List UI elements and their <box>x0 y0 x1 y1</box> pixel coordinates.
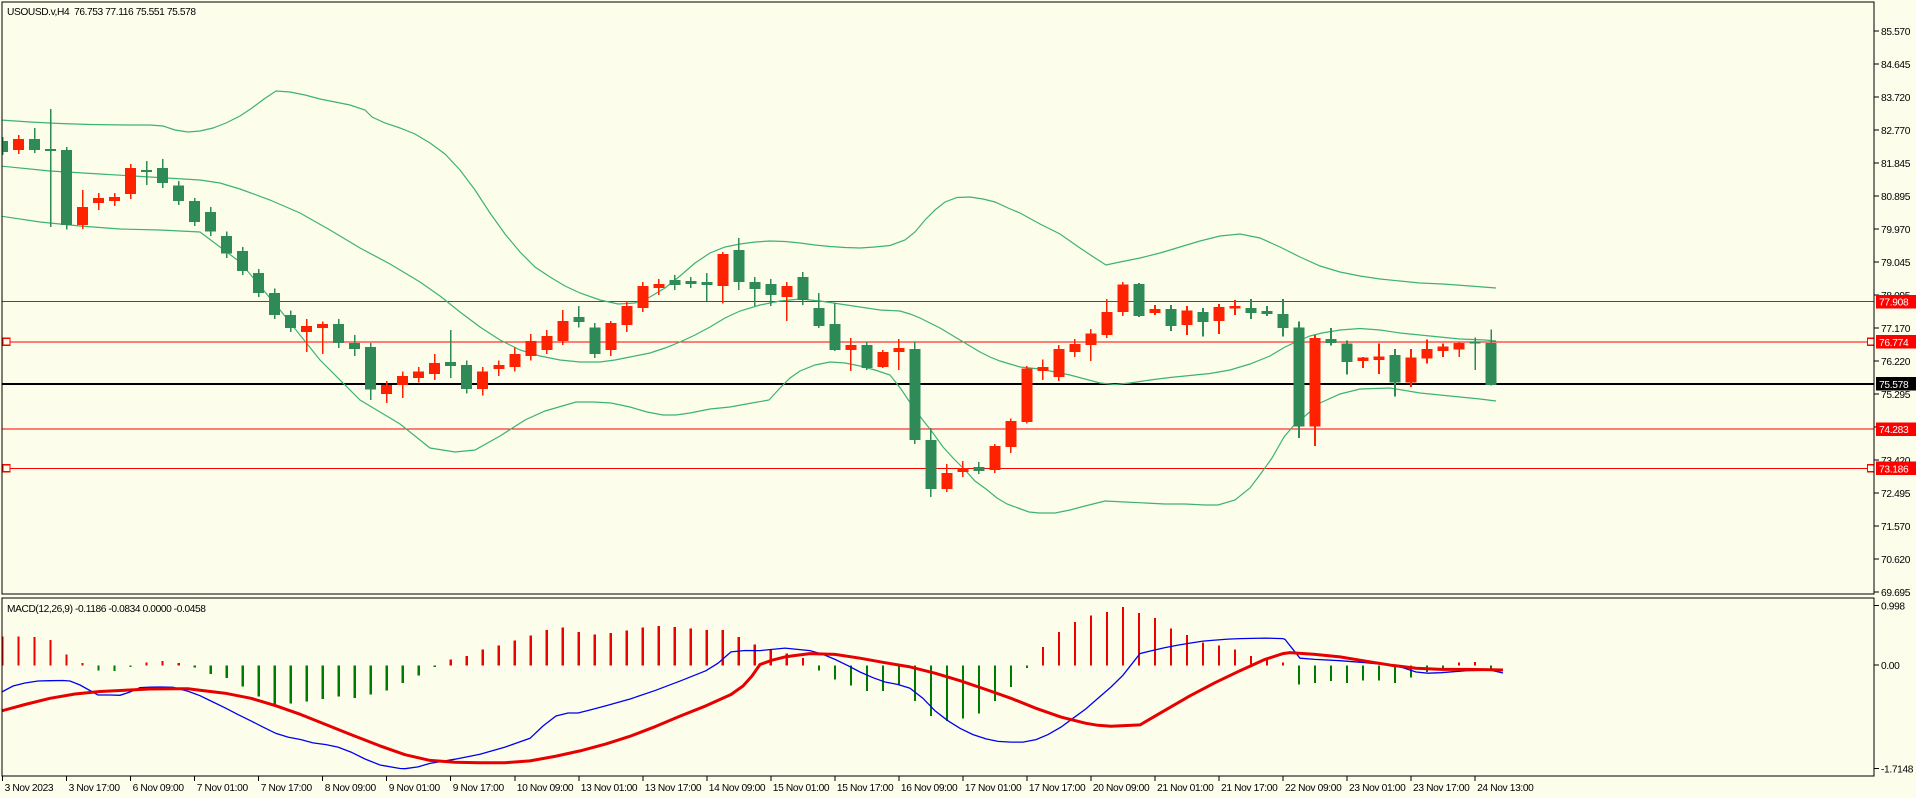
svg-text:77.908: 77.908 <box>1879 298 1909 309</box>
svg-text:85.570: 85.570 <box>1881 27 1911 38</box>
svg-text:USOUSD.v,H4 76.753 77.116 75.: USOUSD.v,H4 76.753 77.116 75.551 75.578 <box>7 7 196 18</box>
svg-text:3 Nov 2023: 3 Nov 2023 <box>5 783 54 794</box>
svg-text:21 Nov 01:00: 21 Nov 01:00 <box>1157 783 1214 794</box>
svg-text:79.970: 79.970 <box>1881 225 1911 236</box>
svg-text:3 Nov 17:00: 3 Nov 17:00 <box>69 783 121 794</box>
svg-text:80.895: 80.895 <box>1881 192 1911 203</box>
svg-text:71.570: 71.570 <box>1881 522 1911 533</box>
svg-text:21 Nov 17:00: 21 Nov 17:00 <box>1221 783 1278 794</box>
svg-text:14 Nov 09:00: 14 Nov 09:00 <box>709 783 766 794</box>
svg-text:77.170: 77.170 <box>1881 324 1911 335</box>
svg-text:8 Nov 09:00: 8 Nov 09:00 <box>325 783 377 794</box>
svg-text:79.045: 79.045 <box>1881 258 1911 269</box>
svg-text:74.283: 74.283 <box>1879 425 1909 436</box>
svg-text:6 Nov 09:00: 6 Nov 09:00 <box>133 783 185 794</box>
svg-text:0.00: 0.00 <box>1881 661 1900 672</box>
svg-text:13 Nov 17:00: 13 Nov 17:00 <box>645 783 702 794</box>
svg-text:9 Nov 17:00: 9 Nov 17:00 <box>453 783 505 794</box>
svg-text:82.770: 82.770 <box>1881 126 1911 137</box>
svg-text:75.295: 75.295 <box>1881 390 1911 401</box>
svg-text:76.774: 76.774 <box>1879 338 1909 349</box>
svg-text:23 Nov 17:00: 23 Nov 17:00 <box>1413 783 1470 794</box>
svg-text:7 Nov 01:00: 7 Nov 01:00 <box>197 783 249 794</box>
svg-text:15 Nov 01:00: 15 Nov 01:00 <box>773 783 830 794</box>
svg-text:22 Nov 09:00: 22 Nov 09:00 <box>1285 783 1342 794</box>
svg-text:16 Nov 09:00: 16 Nov 09:00 <box>901 783 958 794</box>
svg-text:72.495: 72.495 <box>1881 489 1911 500</box>
svg-text:0.998: 0.998 <box>1881 602 1905 613</box>
svg-text:69.695: 69.695 <box>1881 588 1911 599</box>
svg-text:81.845: 81.845 <box>1881 159 1911 170</box>
svg-text:76.220: 76.220 <box>1881 357 1911 368</box>
svg-text:24 Nov 13:00: 24 Nov 13:00 <box>1477 783 1534 794</box>
svg-text:73.186: 73.186 <box>1879 464 1909 475</box>
svg-text:84.645: 84.645 <box>1881 60 1911 71</box>
svg-text:20 Nov 09:00: 20 Nov 09:00 <box>1093 783 1150 794</box>
svg-text:-1.7148: -1.7148 <box>1881 765 1914 776</box>
svg-text:23 Nov 01:00: 23 Nov 01:00 <box>1349 783 1406 794</box>
svg-text:15 Nov 17:00: 15 Nov 17:00 <box>837 783 894 794</box>
svg-text:MACD(12,26,9) -0.1186 -0.0834: MACD(12,26,9) -0.1186 -0.0834 0.0000 -0.… <box>7 604 206 615</box>
svg-text:10 Nov 09:00: 10 Nov 09:00 <box>517 783 574 794</box>
svg-text:75.578: 75.578 <box>1879 380 1909 391</box>
svg-text:17 Nov 17:00: 17 Nov 17:00 <box>1029 783 1086 794</box>
svg-text:13 Nov 01:00: 13 Nov 01:00 <box>581 783 638 794</box>
svg-text:9 Nov 01:00: 9 Nov 01:00 <box>389 783 441 794</box>
svg-text:83.720: 83.720 <box>1881 93 1911 104</box>
svg-text:7 Nov 17:00: 7 Nov 17:00 <box>261 783 313 794</box>
svg-text:70.620: 70.620 <box>1881 555 1911 566</box>
svg-text:17 Nov 01:00: 17 Nov 01:00 <box>965 783 1022 794</box>
